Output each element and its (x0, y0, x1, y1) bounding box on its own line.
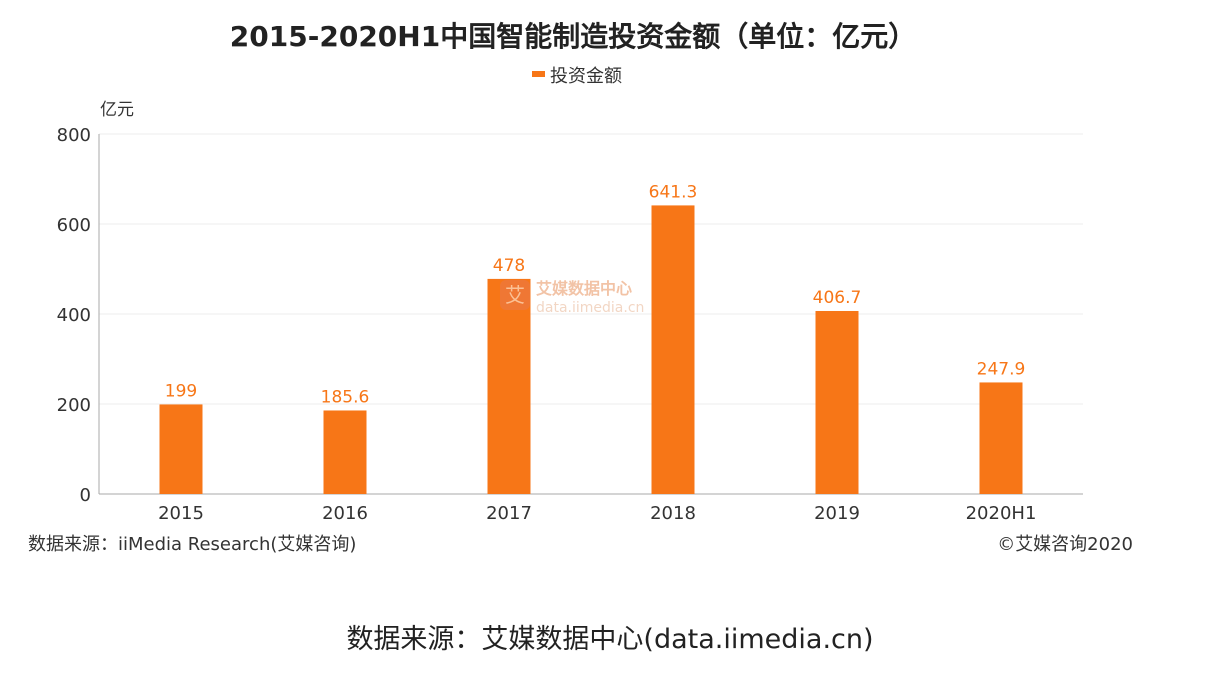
x-tick-label-2016: 2016 (322, 503, 368, 524)
bars (159, 205, 1023, 495)
grid-lines (99, 133, 1083, 405)
data-source-caption: 数据来源：艾媒数据中心(data.iimedia.cn) (346, 624, 873, 655)
x-tick-label-2020H1: 2020H1 (966, 503, 1037, 524)
source-note: 数据来源：iiMedia Research(艾媒咨询) (28, 534, 356, 555)
y-tick-label: 200 (57, 395, 91, 416)
bar-2016 (323, 410, 367, 494)
copyright-note: ©艾媒咨询2020 (997, 534, 1133, 555)
data-label-2016: 185.6 (321, 387, 370, 407)
legend-swatch (532, 71, 545, 77)
data-labels: 199 185.6 478 641.3 406.7 247.9 (165, 182, 1026, 407)
y-axis-ticks: 0 200 400 600 800 (57, 125, 91, 506)
data-label-2015: 199 (165, 381, 197, 401)
y-tick-label: 600 (57, 215, 91, 236)
data-label-2019: 406.7 (813, 288, 862, 308)
chart-title: 2015-2020H1中国智能制造投资金额（单位：亿元） (230, 20, 916, 53)
x-tick-label-2019: 2019 (814, 503, 860, 524)
data-label-2017: 478 (493, 256, 525, 276)
y-axis-unit-label: 亿元 (100, 100, 134, 120)
legend-label: 投资金额 (550, 66, 622, 87)
y-tick-label: 800 (57, 125, 91, 146)
x-axis-ticks: 2015 2016 2017 2018 2019 2020H1 (158, 503, 1036, 524)
x-tick-label-2015: 2015 (158, 503, 204, 524)
bar-2015 (159, 404, 203, 494)
bar-2017 (487, 278, 531, 494)
bar-2018 (651, 205, 695, 495)
x-tick-label-2017: 2017 (486, 503, 532, 524)
data-label-2018: 641.3 (649, 182, 698, 202)
y-tick-label: 400 (57, 305, 91, 326)
x-tick-label-2018: 2018 (650, 503, 696, 524)
bar-2019 (815, 310, 859, 494)
bar-2020H1 (979, 382, 1023, 494)
data-label-2020H1: 247.9 (977, 359, 1026, 379)
legend: 投资金额 (532, 66, 622, 87)
y-tick-label: 0 (80, 485, 91, 506)
